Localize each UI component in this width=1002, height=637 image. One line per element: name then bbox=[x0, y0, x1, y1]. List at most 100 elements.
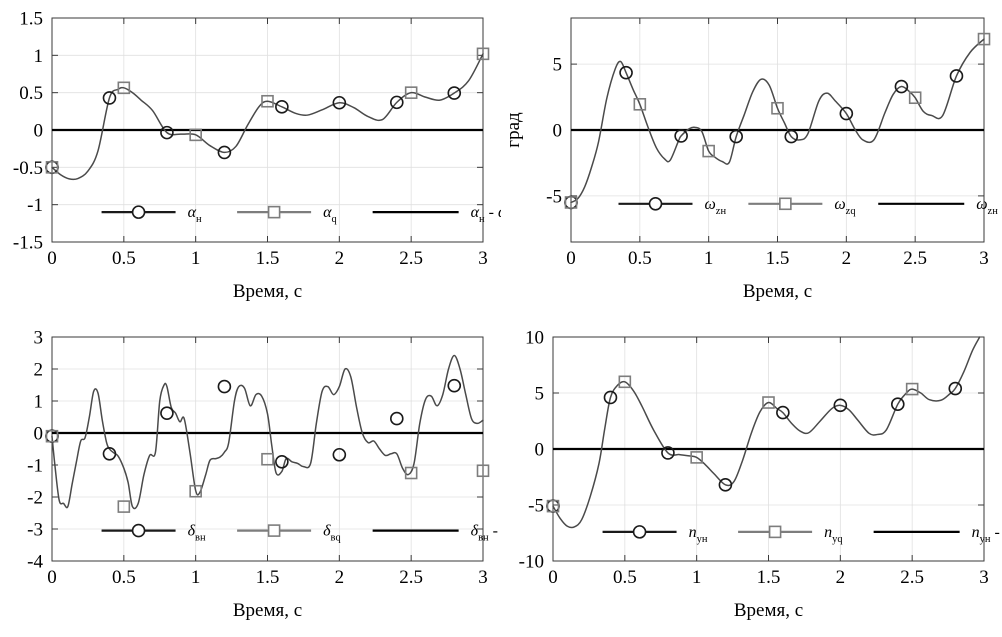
marker-circle bbox=[729, 129, 743, 144]
legend-item-2[interactable]: δвн - δвq bbox=[372, 523, 501, 544]
y-tick-label: -5 bbox=[528, 496, 544, 517]
marker-square bbox=[908, 91, 922, 105]
marker-square bbox=[189, 128, 202, 142]
marker-circle bbox=[217, 145, 232, 160]
x-tick-label: 0.5 bbox=[613, 567, 637, 588]
marker-square bbox=[546, 499, 560, 513]
series-markers-delta_vq bbox=[45, 429, 490, 513]
x-tick-label: 1.5 bbox=[256, 248, 280, 269]
y-tick-label: 0 bbox=[535, 440, 545, 461]
y-tick-label: 3 bbox=[34, 328, 44, 349]
legend-label-0: nyн bbox=[689, 524, 708, 545]
legend-label-1: δвq bbox=[323, 523, 341, 544]
marker-circle bbox=[217, 379, 232, 394]
x-tick-label: 0.5 bbox=[112, 248, 136, 269]
x-tick-label: 2 bbox=[842, 248, 852, 269]
marker-square bbox=[690, 451, 703, 464]
marker-circle bbox=[332, 95, 347, 110]
data-series-group bbox=[51, 354, 484, 510]
legend-item-1[interactable]: ωzq bbox=[748, 196, 856, 217]
marker-square bbox=[45, 429, 59, 443]
x-axis-title: Время, с bbox=[233, 600, 302, 621]
x-tick-label: 1 bbox=[704, 248, 714, 269]
marker-square bbox=[45, 161, 59, 174]
series-markers-alpha_n bbox=[45, 86, 462, 175]
marker-square bbox=[404, 466, 418, 480]
y-tick-label: 1.5 bbox=[19, 9, 43, 30]
y-axis-title: град bbox=[503, 112, 524, 148]
legend-marker-square bbox=[267, 205, 281, 219]
data-series-group bbox=[570, 38, 985, 204]
legend-item-1[interactable]: δвq bbox=[237, 523, 341, 544]
marker-square bbox=[476, 464, 490, 478]
y-tick-label: -10 bbox=[519, 552, 544, 573]
chart-panel-delta_v: 0 0.5 1 1.5 2 2.5 3 -4 -3 -2 -1 0 1 2 3 Время, с δвн δвq δ… bbox=[0, 319, 501, 637]
y-tick-label: -5 bbox=[546, 186, 562, 207]
x-axis-title: Время, с bbox=[233, 281, 302, 302]
x-tick-label: 1.5 bbox=[256, 567, 280, 588]
chart-panel-omega_z: 0 0.5 1 1.5 2 2.5 3 -5 0 5 Время, с град ωzн ωzq ωzн -… bbox=[501, 0, 1002, 318]
x-tick-label: 2 bbox=[335, 567, 345, 588]
legend-item-1[interactable]: αq bbox=[237, 204, 338, 225]
series-markers-omega_zq bbox=[564, 32, 991, 209]
marker-circle bbox=[833, 398, 848, 413]
marker-circle bbox=[718, 478, 733, 492]
marker-circle bbox=[389, 411, 404, 426]
tick-marks bbox=[51, 17, 484, 243]
marker-circle bbox=[447, 86, 462, 100]
marker-square bbox=[261, 452, 274, 466]
x-tick-label: 1 bbox=[692, 567, 702, 588]
data-series-group bbox=[552, 336, 981, 529]
marker-square bbox=[771, 101, 784, 115]
marker-square bbox=[618, 375, 632, 389]
marker-square bbox=[404, 86, 418, 99]
y-tick-label: 0 bbox=[34, 121, 44, 142]
marker-square bbox=[117, 500, 131, 513]
legend-item-0[interactable]: ωzн bbox=[618, 196, 726, 217]
legend-marker-circle bbox=[131, 205, 146, 219]
legend-item-1[interactable]: nyq bbox=[738, 524, 843, 545]
y-tick-labels: -4 -3 -2 -1 0 1 2 3 bbox=[27, 328, 43, 573]
marker-circle bbox=[102, 447, 117, 461]
x-tick-label: 2 bbox=[836, 567, 846, 588]
legend-label-0: αн bbox=[188, 204, 202, 225]
legend-item-0[interactable]: δвн bbox=[101, 523, 206, 544]
x-tick-label: 0 bbox=[548, 567, 558, 588]
legend-label-2: αн - αq bbox=[471, 204, 501, 225]
marker-circle bbox=[949, 69, 964, 83]
legend-label-1: αq bbox=[323, 204, 337, 225]
y-tick-label: -4 bbox=[27, 552, 43, 573]
tick-marks bbox=[51, 336, 484, 562]
x-tick-label: 2.5 bbox=[900, 567, 924, 588]
y-tick-label: 0 bbox=[34, 424, 44, 445]
x-tick-label: 3 bbox=[478, 248, 488, 269]
legend-item-0[interactable]: nyн bbox=[602, 524, 708, 545]
x-tick-label: 0 bbox=[47, 248, 57, 269]
legend-item-2[interactable]: αн - αq bbox=[372, 204, 501, 225]
x-tick-label: 1 bbox=[191, 248, 201, 269]
marker-circle bbox=[784, 129, 799, 144]
y-tick-label: -2 bbox=[27, 488, 43, 509]
legend-marker-square bbox=[779, 197, 792, 211]
marker-circle bbox=[839, 106, 854, 121]
legend-item-0[interactable]: αн bbox=[101, 204, 202, 225]
y-tick-labels: -10 -5 0 5 10 bbox=[519, 328, 544, 573]
legend-marker-circle bbox=[131, 523, 146, 538]
x-tick-labels: 0 0.5 1 1.5 2 2.5 3 bbox=[47, 248, 488, 269]
marker-square bbox=[476, 47, 490, 61]
y-tick-label: 2 bbox=[34, 360, 44, 381]
marker-circle bbox=[776, 405, 790, 420]
y-tick-label: 5 bbox=[553, 55, 563, 76]
series-markers-alpha_q bbox=[45, 47, 490, 174]
gridlines bbox=[52, 337, 483, 561]
marker-square bbox=[117, 81, 131, 95]
marker-circle bbox=[332, 447, 347, 462]
x-tick-labels: 0 0.5 1 1.5 2 2.5 3 bbox=[47, 567, 488, 588]
legend-marker-circle bbox=[632, 525, 647, 539]
legend-item-2[interactable]: nyн - nyq bbox=[873, 524, 1002, 545]
legend-item-2[interactable]: ωzн - ωzq bbox=[878, 196, 1002, 217]
chart-panel-n_y: 0 0.5 1 1.5 2 2.5 3 -10 -5 0 5 10 Время, с nyн nyq nyн … bbox=[501, 319, 1002, 637]
legend-label-2: δвн - δвq bbox=[471, 523, 501, 544]
marker-circle bbox=[661, 446, 675, 460]
